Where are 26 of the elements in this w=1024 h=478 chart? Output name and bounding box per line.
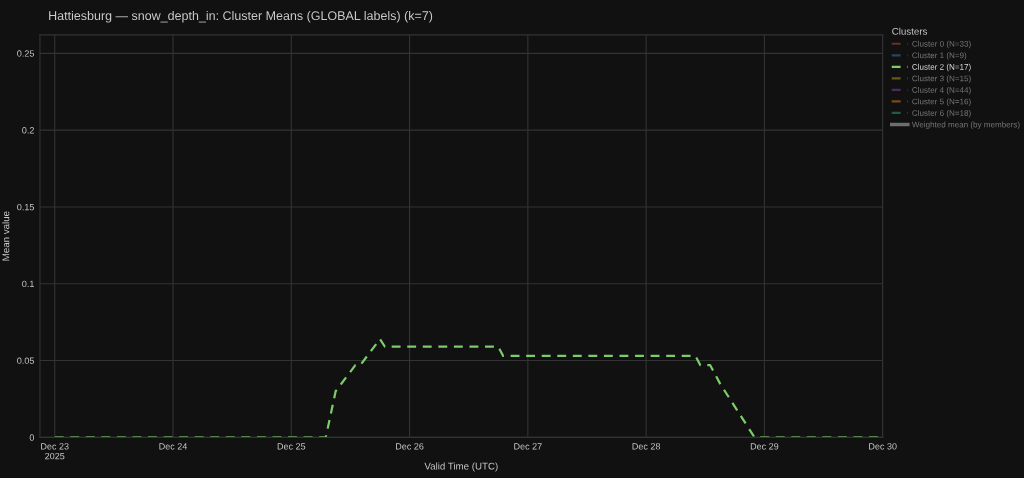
legend-title: Clusters [892, 27, 928, 35]
x-tick-label: Dec 25 [277, 443, 306, 450]
x-tick-label: Dec 24 [159, 443, 188, 450]
x-tick-label: Dec 23 2025 [41, 443, 69, 460]
legend-label: Cluster 3 (N=15) [912, 75, 971, 83]
x-tick-label: Dec 30 [869, 443, 897, 450]
legend-label: Cluster 1 (N=9) [912, 52, 967, 60]
y-tick-label: 0.05 [17, 357, 34, 364]
y-axis-title: Mean value [2, 211, 10, 261]
legend-label: Cluster 6 (N=18) [912, 109, 971, 118]
y-tick-label: 0.15 [17, 203, 34, 211]
x-tick-label: Dec 27 [514, 443, 542, 450]
y-tick-label: 0 [29, 434, 35, 441]
legend-label: Cluster 0 (N=33) [912, 40, 971, 49]
y-tick-label: 0.2 [22, 127, 34, 134]
x-tick-label: Dec 26 [396, 443, 424, 450]
x-axis-title: Valid Time (UTC) [424, 462, 498, 472]
y-tick-label: 0.1 [22, 280, 34, 288]
legend-label: Cluster 2 (N=17) [912, 63, 971, 72]
x-tick-label: Dec 29 [750, 443, 779, 450]
legend-label: Cluster 4 (N=44) [912, 86, 971, 95]
y-tick-label: 0.25 [17, 50, 34, 57]
legend-label: Cluster 5 (N=16) [912, 98, 971, 106]
x-tick-label: Dec 28 [632, 443, 661, 450]
chart-title: Hattiesburg — snow_depth_in: Cluster Means (GLOBAL labels) (k=7) [49, 10, 433, 23]
legend-label: Weighted mean (by members) [911, 121, 1020, 130]
